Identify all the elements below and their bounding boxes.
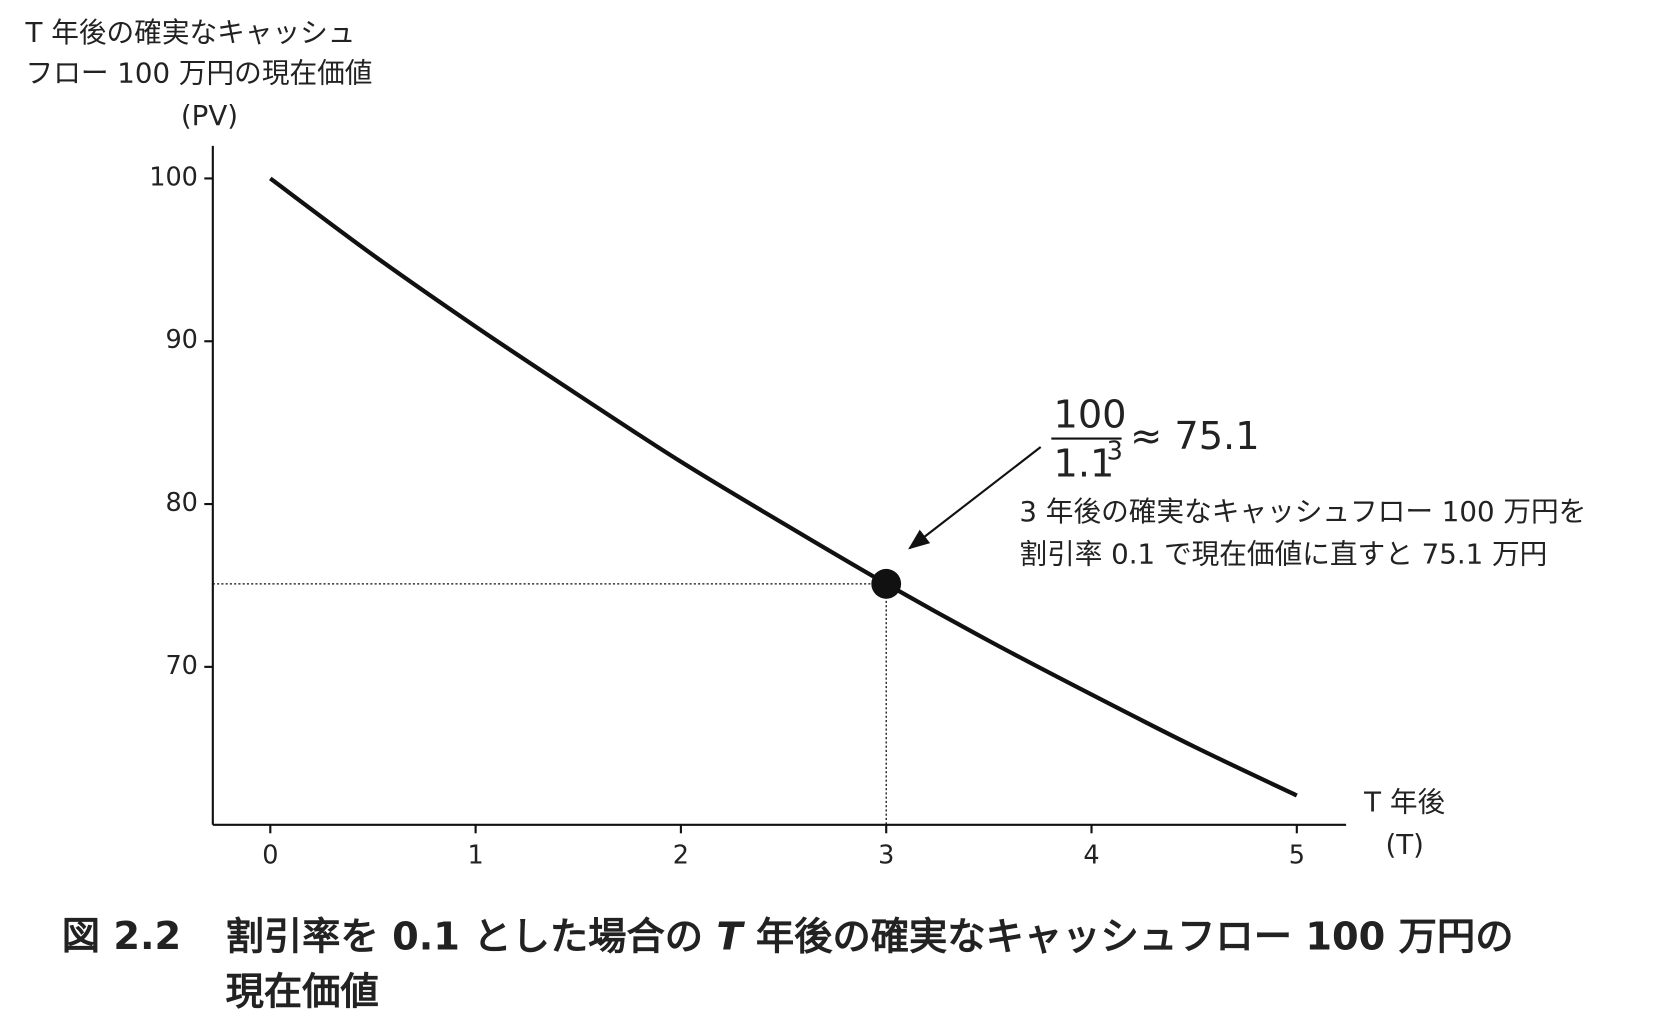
y-tick-label: 70 — [165, 651, 197, 681]
x-tick-label: 3 — [878, 841, 894, 871]
y-label: フロー 100 万円の現在価値 — [26, 57, 373, 90]
caption-part: T — [716, 914, 745, 959]
x-tick-label: 4 — [1083, 841, 1099, 871]
annotation-exponent: 3 — [1107, 436, 1123, 466]
x-tick-label: 5 — [1289, 841, 1305, 871]
x-label: (T) — [1385, 828, 1423, 861]
annotation-result: ≈ 75.1 — [1130, 414, 1260, 459]
caption-part: 年後の確実なキャッシュフロー 100 万円の — [743, 914, 1514, 959]
annotation-numerator: 100 — [1053, 393, 1126, 438]
y-tick-label: 90 — [165, 325, 197, 355]
y-tick-label: 100 — [149, 162, 198, 192]
highlight-point — [871, 568, 902, 599]
annotation-text: 割引率 0.1 で現在価値に直すと 75.1 万円 — [1019, 538, 1547, 571]
x-tick-label: 2 — [673, 841, 689, 871]
y-label: T 年後の確実なキャッシュ — [25, 16, 356, 49]
caption-label: 図 2.2 — [62, 914, 181, 959]
caption-part: 割引率を 0.1 とした場合の — [226, 914, 717, 959]
y-tick-label: 80 — [165, 488, 197, 518]
x-label: T 年後 — [1363, 786, 1445, 819]
annotation-text: 3 年後の確実なキャッシュフロー 100 万円を — [1019, 495, 1586, 528]
x-tick-label: 1 — [467, 841, 483, 871]
annotation-arrow — [908, 446, 1042, 550]
caption: 割引率を 0.1 とした場合の T 年後の確実なキャッシュフロー 100 万円の — [226, 914, 1514, 959]
annotation-denominator: 1.1 — [1053, 442, 1114, 487]
y-label: (PV) — [181, 99, 238, 132]
caption: 現在価値 — [226, 969, 379, 1014]
curve — [269, 176, 1298, 798]
x-tick-label: 0 — [262, 841, 278, 871]
